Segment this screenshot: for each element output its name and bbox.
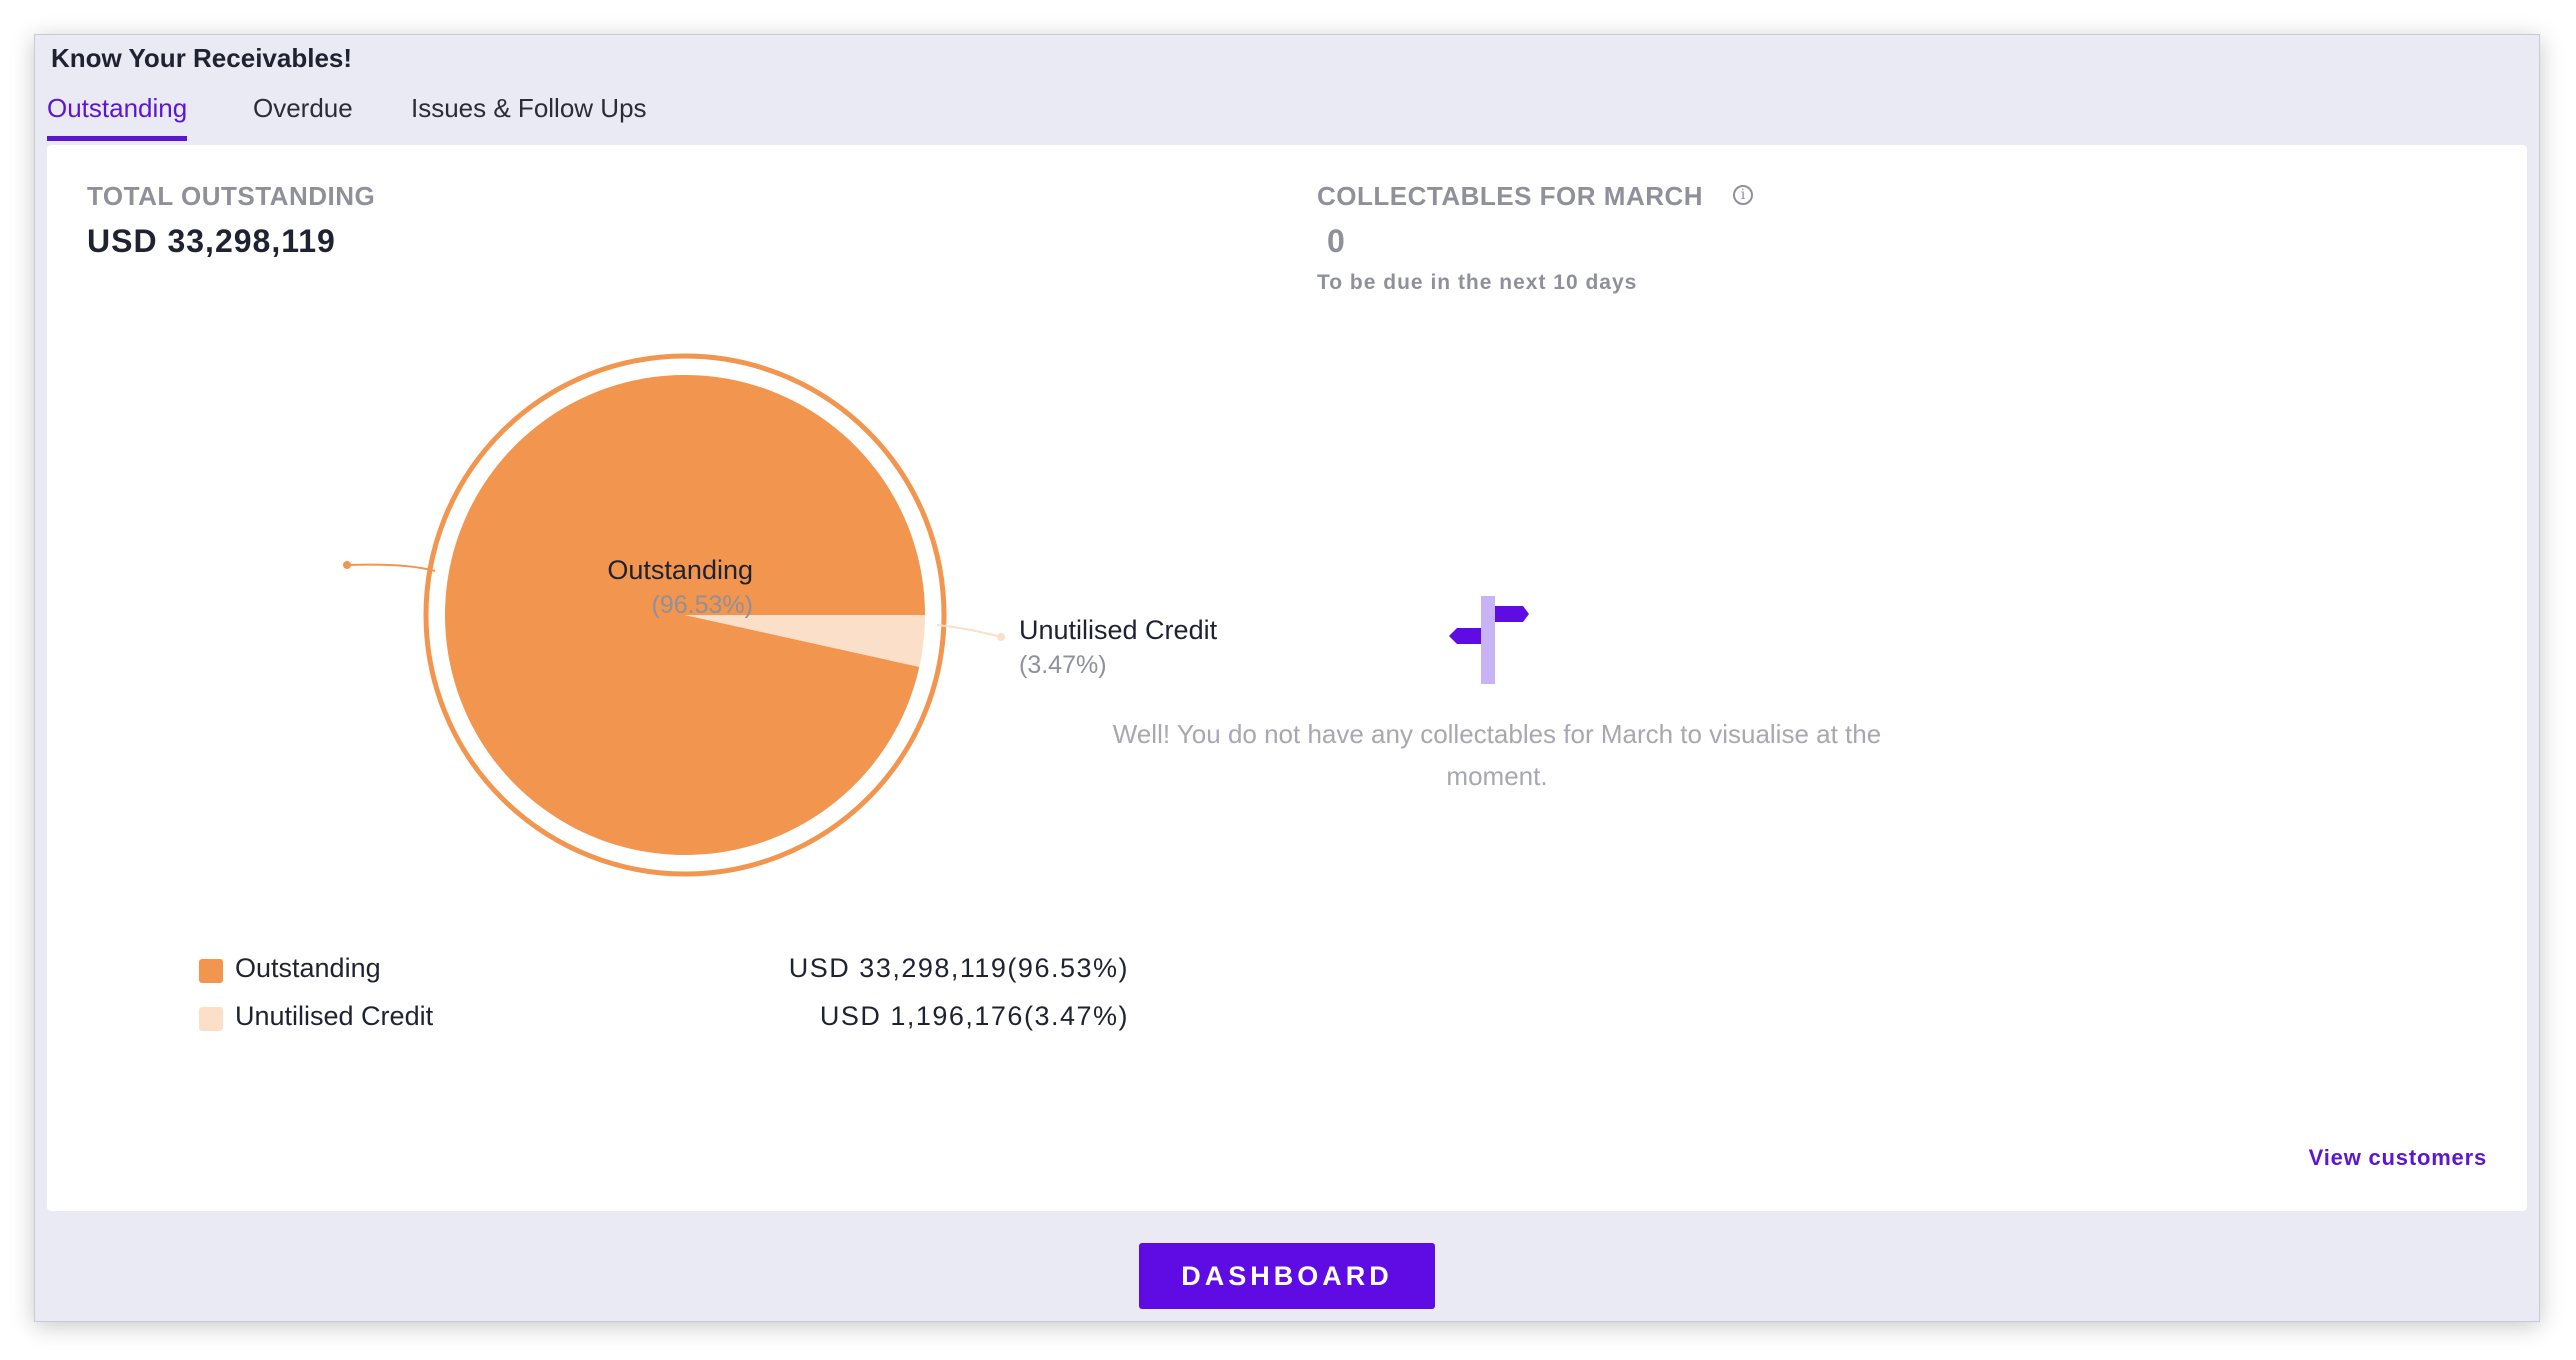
collectables-subtitle: To be due in the next 10 days bbox=[1317, 271, 1638, 294]
pie-outer-ring bbox=[423, 353, 947, 877]
legend-value-unutilised: USD 1,196,176(3.47%) bbox=[819, 1001, 1129, 1031]
signpost-icon bbox=[1449, 596, 1529, 684]
dashboard-button[interactable]: DASHBOARD bbox=[1139, 1243, 1435, 1309]
pie-slice-outstanding bbox=[445, 374, 926, 855]
app-title: Know Your Receivables! bbox=[51, 43, 353, 73]
legend-row-unutilised: Unutilised Credit USD 1,196,176(3.47%) bbox=[199, 997, 1129, 1037]
tab-issues-follow-ups[interactable]: Issues & Follow Ups bbox=[411, 93, 647, 123]
pie-slice-unutilised-credit bbox=[685, 615, 925, 667]
total-outstanding-value: USD 33,298,119 bbox=[87, 223, 336, 259]
leader-line-outstanding bbox=[346, 563, 436, 572]
legend-row-outstanding: Outstanding USD 33,298,119(96.53%) bbox=[199, 949, 1129, 989]
info-icon[interactable]: i bbox=[1733, 185, 1753, 205]
total-outstanding-label: TOTAL OUTSTANDING bbox=[87, 181, 376, 211]
leader-line-outstanding-dot bbox=[343, 561, 351, 569]
legend-label-unutilised: Unutilised Credit bbox=[235, 1001, 434, 1031]
legend-swatch-outstanding bbox=[199, 959, 223, 983]
pie-pct-outstanding: (96.53%) bbox=[651, 591, 753, 619]
pie-pct-unutilised: (3.47%) bbox=[1019, 651, 1107, 679]
collectables-label: COLLECTABLES FOR MARCH bbox=[1317, 181, 1704, 211]
receivables-window: Know Your Receivables! Outstanding Overd… bbox=[34, 34, 2540, 1322]
pie-label-outstanding: Outstanding bbox=[607, 555, 753, 585]
pie-label-unutilised: Unutilised Credit bbox=[1019, 615, 1218, 645]
leader-line-unutilised-dot bbox=[997, 633, 1005, 641]
view-customers-link[interactable]: View customers bbox=[2308, 1145, 2487, 1170]
outstanding-pie-chart bbox=[343, 353, 1005, 877]
tab-outstanding[interactable]: Outstanding bbox=[47, 93, 188, 141]
empty-state-message: Well! You do not have any collectables f… bbox=[1112, 719, 1882, 791]
collectables-value: 0 bbox=[1327, 223, 1345, 259]
leader-line-unutilised bbox=[936, 624, 1002, 638]
legend-swatch-unutilised bbox=[199, 1007, 223, 1031]
legend-value-outstanding: USD 33,298,119(96.53%) bbox=[788, 953, 1129, 983]
receivables-panel: TOTAL OUTSTANDING USD 33,298,119 Outstan… bbox=[47, 145, 2527, 1211]
legend-label-outstanding: Outstanding bbox=[235, 953, 381, 983]
tab-overdue[interactable]: Overdue bbox=[253, 93, 353, 123]
